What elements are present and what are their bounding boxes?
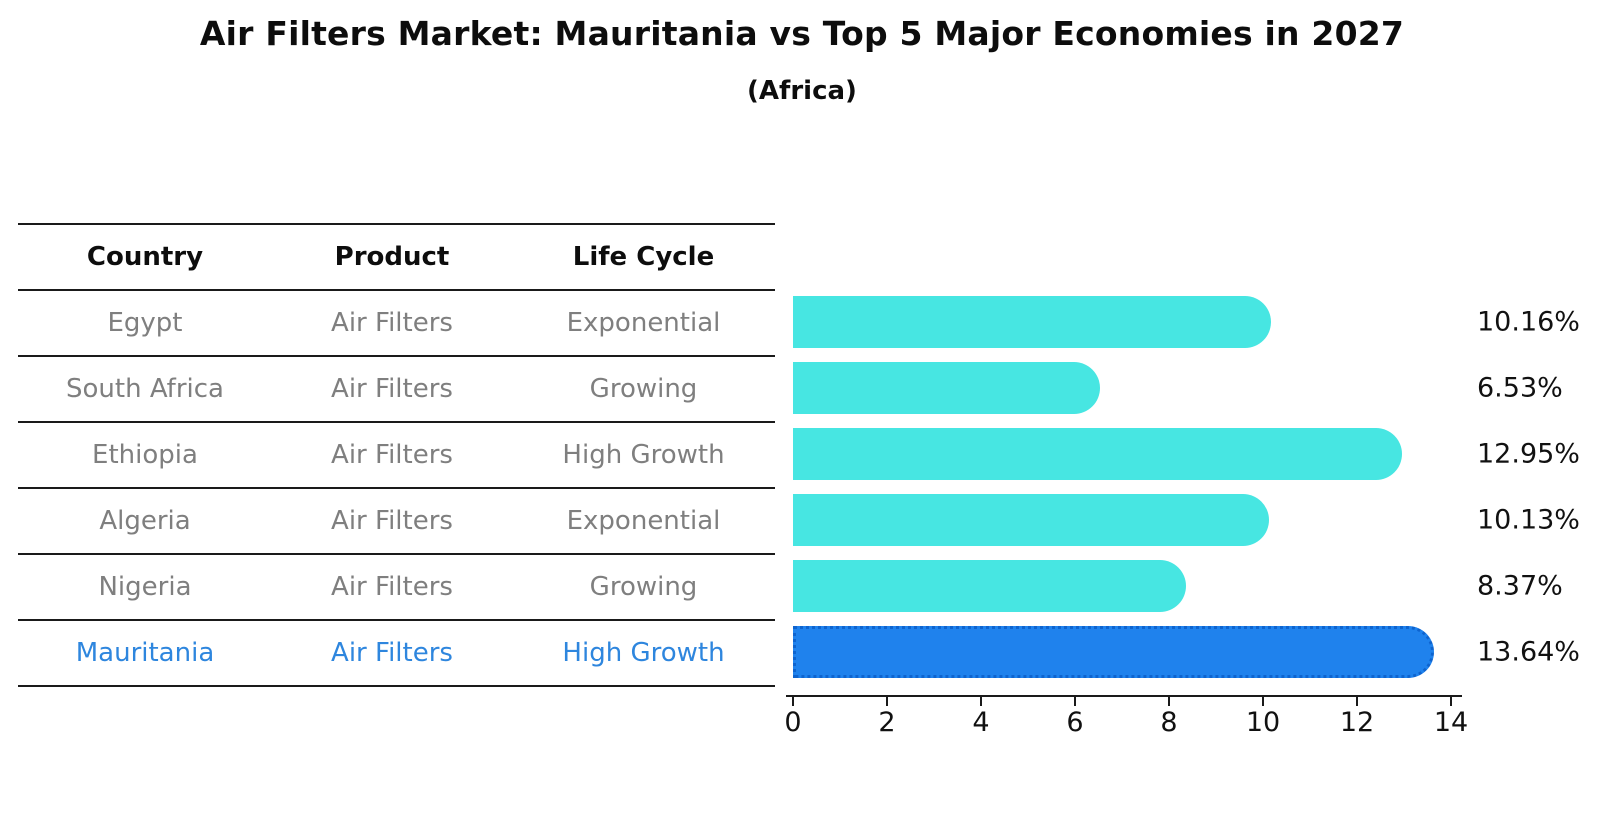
bar-nigeria <box>793 560 1186 612</box>
x-axis-tick-label-6: 6 <box>1066 707 1084 738</box>
column-header-country: Country <box>86 242 204 272</box>
table-header-row: Country Product Life Cycle <box>18 223 775 289</box>
x-axis-tick-label-12: 12 <box>1339 707 1375 738</box>
bar-mauritania <box>793 626 1434 678</box>
value-label-egypt: 10.16% <box>1477 306 1580 338</box>
country-cell: Algeria <box>99 506 191 536</box>
value-label-nigeria: 8.37% <box>1477 570 1563 602</box>
x-axis-tick-label-14: 14 <box>1433 707 1469 738</box>
table-row-nigeria: Nigeria Air Filters Growing <box>18 553 775 619</box>
x-axis-tick-14 <box>1450 697 1452 706</box>
life-cycle-cell: High Growth <box>562 440 725 470</box>
life-cycle-cell: High Growth <box>562 638 725 668</box>
x-axis-tick-label-4: 4 <box>972 707 990 738</box>
country-cell: South Africa <box>66 374 224 404</box>
bar-egypt <box>793 296 1271 348</box>
x-axis-tick-label-10: 10 <box>1245 707 1281 738</box>
chart-subtitle: (Africa) <box>747 76 857 106</box>
x-axis-tick-8 <box>1168 697 1170 706</box>
x-axis-tick-12 <box>1356 697 1358 706</box>
x-axis-line <box>786 695 1462 697</box>
value-label-ethiopia: 12.95% <box>1477 438 1580 470</box>
value-label-south-africa: 6.53% <box>1477 372 1563 404</box>
life-cycle-cell: Growing <box>589 374 698 404</box>
chart-title: Air Filters Market: Mauritania vs Top 5 … <box>199 14 1405 53</box>
bar-ethiopia <box>793 428 1402 480</box>
country-cell: Nigeria <box>98 572 192 602</box>
product-cell: Air Filters <box>331 572 453 602</box>
x-axis-tick-label-0: 0 <box>784 707 802 738</box>
bar-south-africa <box>793 362 1100 414</box>
country-table: Country Product Life Cycle Egypt Air Fil… <box>18 223 775 687</box>
product-cell: Air Filters <box>331 506 453 536</box>
x-axis-tick-label-2: 2 <box>878 707 896 738</box>
column-header-product: Product <box>334 242 450 272</box>
x-axis-tick-2 <box>886 697 888 706</box>
value-label-mauritania: 13.64% <box>1477 636 1580 668</box>
table-row-mauritania-highlighted: Mauritania Air Filters High Growth <box>18 619 775 685</box>
product-cell: Air Filters <box>331 440 453 470</box>
life-cycle-cell: Exponential <box>566 506 721 536</box>
x-axis-tick-6 <box>1074 697 1076 706</box>
x-axis-tick-10 <box>1262 697 1264 706</box>
x-axis-tick-label-8: 8 <box>1160 707 1178 738</box>
column-header-life-cycle: Life Cycle <box>572 242 715 272</box>
value-label-algeria: 10.13% <box>1477 504 1580 536</box>
product-cell: Air Filters <box>331 638 453 668</box>
x-axis-tick-0 <box>792 697 794 706</box>
life-cycle-cell: Exponential <box>566 308 721 338</box>
country-cell: Ethiopia <box>92 440 198 470</box>
product-cell: Air Filters <box>331 308 453 338</box>
product-cell: Air Filters <box>331 374 453 404</box>
country-cell: Mauritania <box>75 638 215 668</box>
x-axis-tick-4 <box>980 697 982 706</box>
table-row-algeria: Algeria Air Filters Exponential <box>18 487 775 553</box>
bar-algeria <box>793 494 1269 546</box>
life-cycle-cell: Growing <box>589 572 698 602</box>
country-cell: Egypt <box>107 308 183 338</box>
table-row-ethiopia: Ethiopia Air Filters High Growth <box>18 421 775 487</box>
table-row-south-africa: South Africa Air Filters Growing <box>18 355 775 421</box>
table-row-egypt: Egypt Air Filters Exponential <box>18 289 775 355</box>
